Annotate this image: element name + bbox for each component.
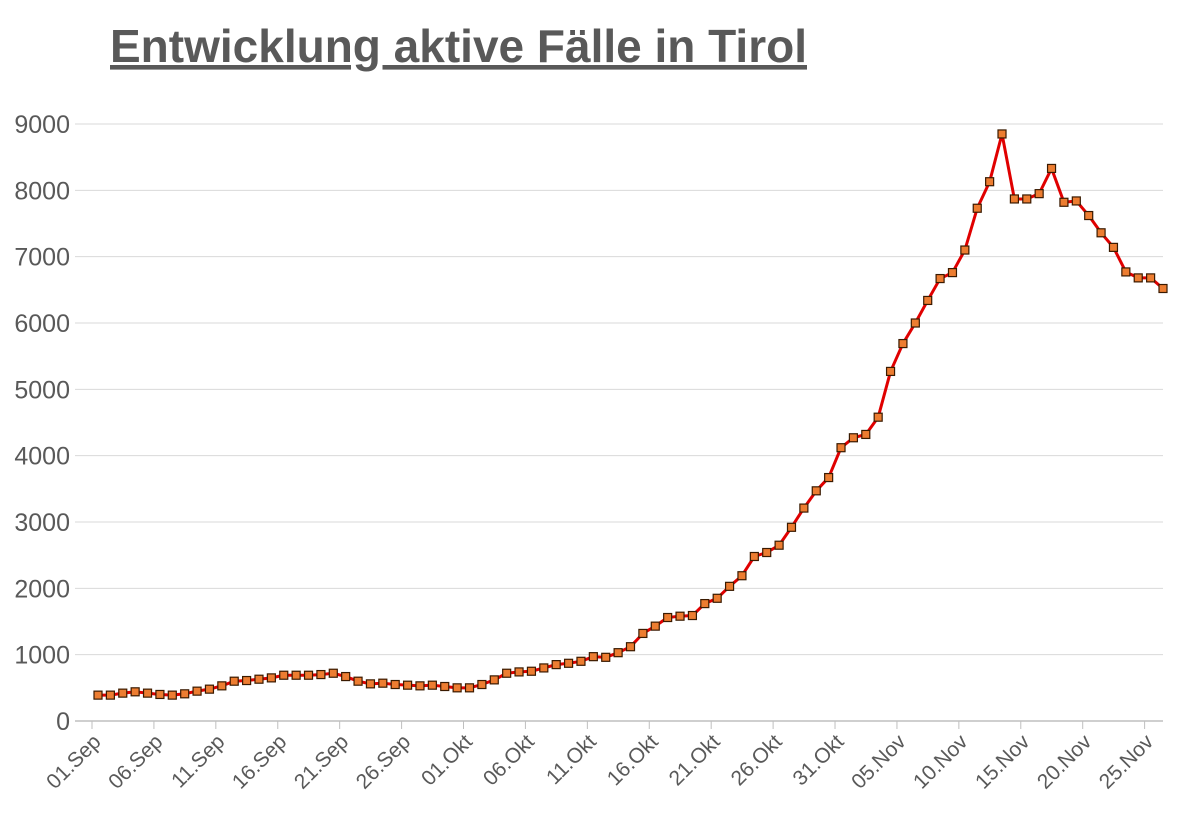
marker bbox=[1084, 210, 1094, 221]
marker bbox=[440, 681, 450, 692]
marker bbox=[749, 551, 759, 562]
marker bbox=[118, 688, 128, 698]
marker bbox=[675, 611, 685, 621]
marker bbox=[1022, 194, 1032, 204]
marker bbox=[687, 610, 698, 621]
marker bbox=[947, 267, 958, 278]
marker bbox=[328, 668, 338, 678]
marker bbox=[972, 203, 982, 213]
marker bbox=[539, 663, 549, 673]
marker bbox=[378, 678, 388, 688]
marker bbox=[960, 245, 970, 255]
y-tick-label: 7000 bbox=[14, 244, 70, 272]
marker bbox=[353, 676, 363, 686]
marker bbox=[861, 429, 871, 440]
marker bbox=[551, 660, 561, 670]
marker bbox=[142, 688, 153, 698]
marker bbox=[563, 658, 574, 668]
marker bbox=[1059, 197, 1069, 207]
marker bbox=[303, 670, 314, 680]
marker bbox=[402, 680, 413, 690]
y-tick-label: 9000 bbox=[14, 111, 70, 139]
marker bbox=[477, 679, 487, 690]
marker bbox=[836, 443, 846, 453]
marker bbox=[1158, 283, 1168, 294]
marker bbox=[1121, 267, 1131, 277]
marker bbox=[192, 686, 202, 696]
marker bbox=[774, 540, 784, 550]
marker bbox=[650, 621, 660, 631]
y-tick-label: 2000 bbox=[14, 575, 70, 603]
chart-title: Entwicklung aktive Fälle in Tirol bbox=[110, 20, 807, 72]
marker bbox=[266, 673, 276, 683]
marker bbox=[700, 598, 710, 609]
marker bbox=[502, 668, 512, 678]
marker bbox=[824, 472, 834, 483]
marker bbox=[638, 628, 648, 639]
marker bbox=[390, 679, 400, 690]
marker bbox=[427, 680, 437, 690]
marker bbox=[873, 412, 883, 422]
marker bbox=[254, 674, 264, 684]
marker bbox=[1146, 273, 1156, 283]
marker bbox=[1096, 228, 1106, 238]
marker bbox=[105, 690, 115, 700]
marker bbox=[1071, 196, 1081, 206]
marker bbox=[1108, 242, 1119, 252]
marker bbox=[167, 690, 177, 700]
y-tick-label: 3000 bbox=[14, 509, 70, 537]
y-tick-label: 4000 bbox=[14, 443, 70, 471]
marker bbox=[365, 679, 376, 689]
marker bbox=[712, 593, 722, 603]
marker bbox=[848, 433, 859, 443]
marker bbox=[1034, 189, 1044, 199]
marker bbox=[898, 338, 908, 349]
marker bbox=[514, 667, 524, 677]
marker bbox=[180, 689, 190, 699]
marker bbox=[155, 689, 165, 700]
marker bbox=[910, 318, 920, 328]
y-tick-label: 1000 bbox=[14, 642, 70, 670]
marker bbox=[291, 670, 301, 680]
marker bbox=[663, 612, 673, 623]
marker bbox=[130, 687, 140, 697]
marker bbox=[279, 670, 289, 680]
marker bbox=[935, 273, 945, 284]
marker bbox=[489, 675, 499, 685]
marker bbox=[217, 681, 227, 691]
marker bbox=[526, 666, 537, 676]
marker bbox=[724, 581, 735, 591]
marker bbox=[923, 295, 933, 306]
marker bbox=[625, 642, 636, 652]
marker bbox=[1133, 273, 1143, 283]
y-tick-label: 5000 bbox=[14, 376, 70, 404]
marker bbox=[799, 503, 809, 513]
marker bbox=[316, 669, 326, 680]
marker bbox=[576, 656, 586, 666]
marker bbox=[985, 177, 995, 187]
marker bbox=[1046, 163, 1057, 174]
marker bbox=[762, 547, 772, 558]
marker bbox=[811, 486, 821, 496]
marker bbox=[885, 366, 896, 377]
marker bbox=[613, 648, 623, 658]
marker bbox=[1009, 194, 1019, 204]
marker bbox=[204, 684, 215, 694]
marker bbox=[737, 571, 747, 581]
marker bbox=[93, 690, 103, 700]
marker bbox=[229, 676, 239, 686]
marker bbox=[242, 675, 252, 686]
y-tick-label: 8000 bbox=[14, 177, 70, 205]
marker bbox=[341, 671, 351, 682]
marker bbox=[601, 652, 611, 662]
marker bbox=[464, 683, 475, 693]
marker bbox=[452, 683, 462, 693]
y-tick-label: 0 bbox=[56, 708, 70, 736]
marker bbox=[588, 652, 598, 662]
y-tick-label: 6000 bbox=[14, 310, 70, 338]
marker bbox=[786, 522, 797, 532]
marker bbox=[415, 681, 425, 691]
marker bbox=[997, 129, 1007, 139]
